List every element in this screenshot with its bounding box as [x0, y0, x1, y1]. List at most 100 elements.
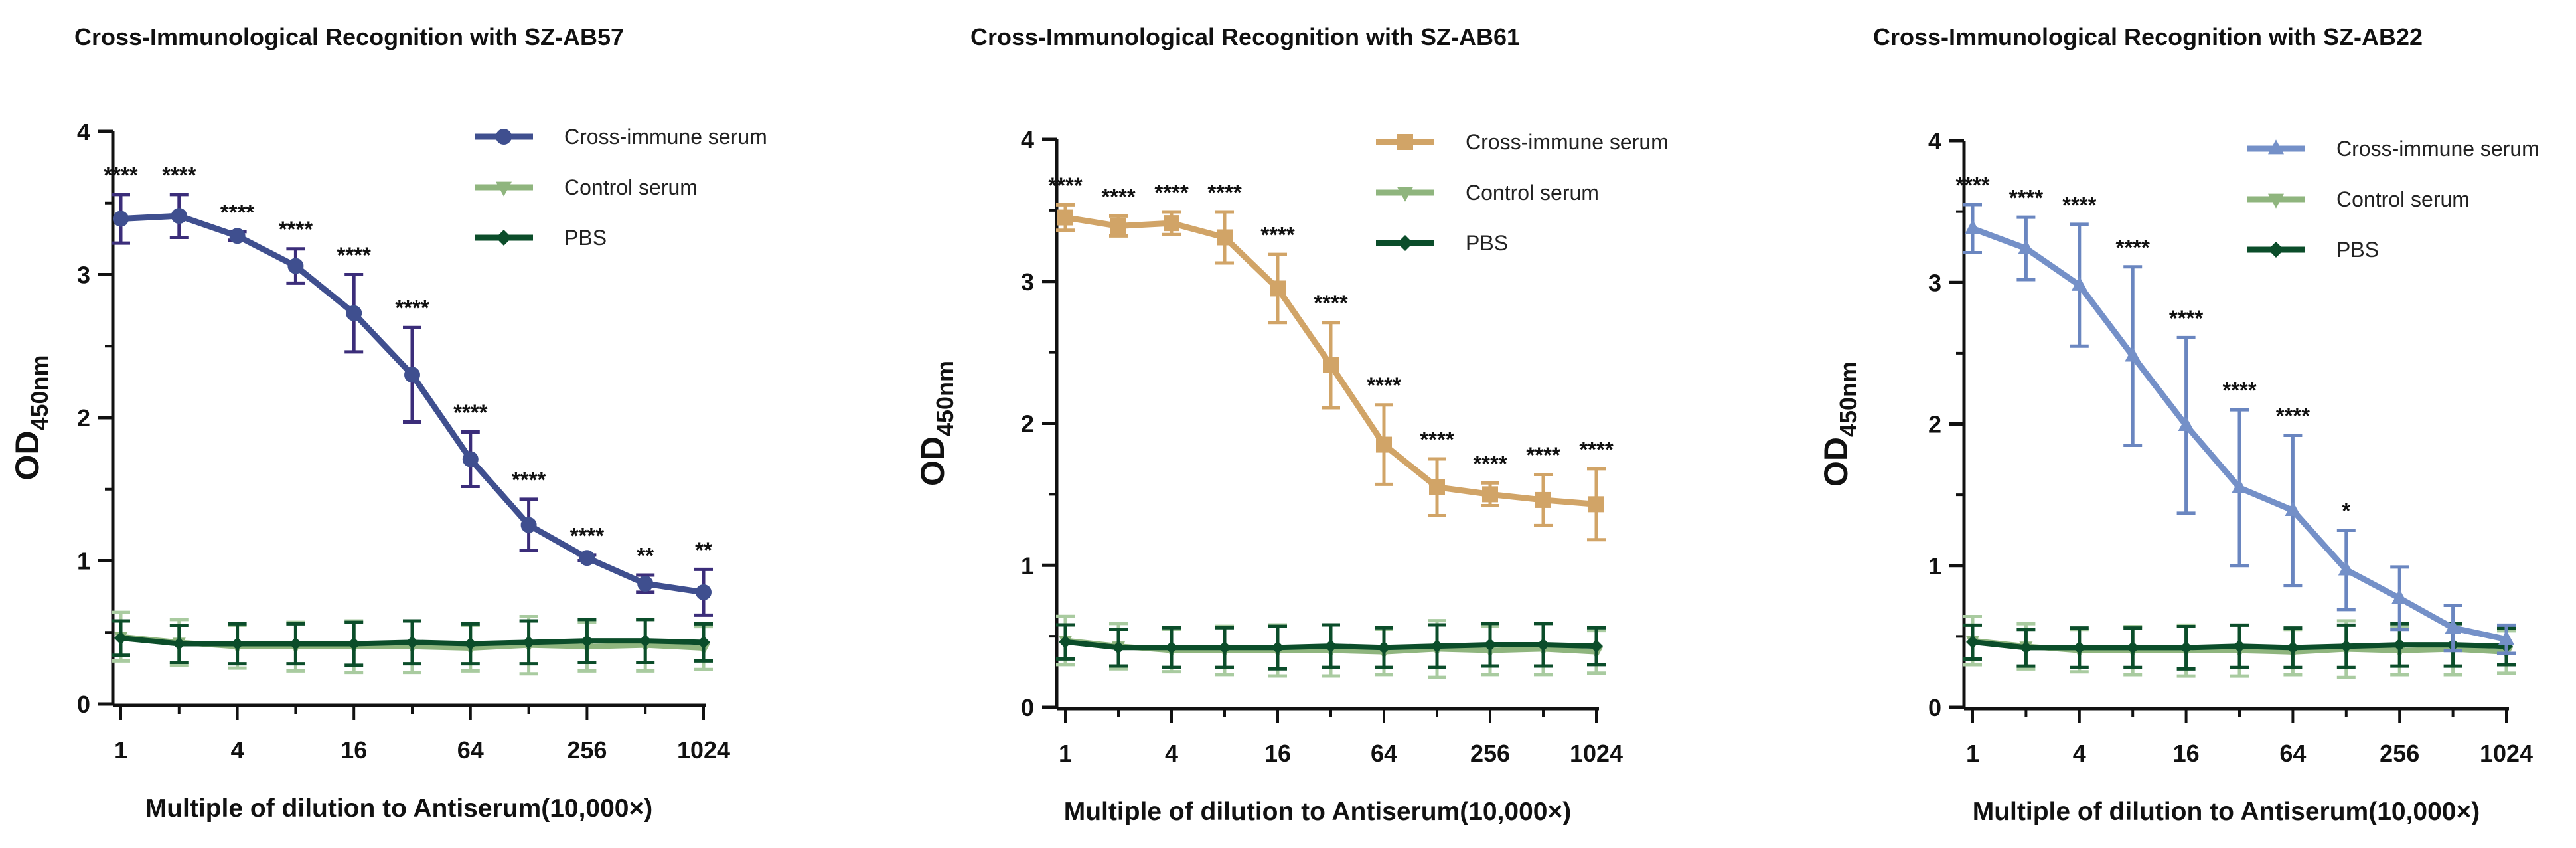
data-point: [347, 637, 361, 651]
series-3: [112, 618, 713, 667]
data-point: [579, 550, 595, 566]
data-point: [1059, 635, 1072, 649]
data-point: [172, 637, 186, 651]
series-1: [1963, 203, 2516, 655]
y-axis-label-main: OD: [914, 436, 951, 486]
y-tick-label: 2: [77, 404, 90, 432]
legend-marker: [1397, 235, 1413, 251]
legend-marker: [1397, 134, 1413, 150]
data-point: [520, 517, 537, 533]
x-tick-label: 4: [2073, 740, 2086, 767]
legend-marker: [2268, 242, 2284, 258]
data-point: [1323, 357, 1339, 373]
x-axis-label: Multiple of dilution to Antiserum(10,000…: [1973, 798, 2480, 826]
significance-label: **: [637, 543, 654, 568]
significance-label: ****: [1154, 180, 1189, 205]
y-tick-label: 2: [1928, 411, 1941, 438]
significance-label: ****: [2222, 378, 2257, 402]
significance-label: ****: [2062, 193, 2097, 217]
data-point: [2339, 639, 2353, 653]
x-tick-label: 4: [1165, 740, 1178, 767]
data-point: [1164, 215, 1179, 232]
data-point: [406, 636, 419, 649]
x-tick-label: 4: [231, 736, 244, 764]
series-3: [1056, 622, 1606, 671]
significance-label: *: [2342, 498, 2350, 523]
legend-label: PBS: [564, 226, 607, 250]
data-point: [1110, 218, 1126, 234]
x-tick-label: 256: [567, 736, 607, 764]
data-point: [1376, 436, 1392, 453]
data-point: [463, 637, 477, 651]
data-point: [114, 631, 127, 645]
data-point: [2232, 478, 2247, 493]
legend-label: Control serum: [2336, 187, 2470, 211]
legend-marker: [496, 230, 512, 246]
series-1: [112, 193, 713, 617]
chart-panel-2: Cross-Immunological Recognition with SZ-…: [914, 23, 1669, 826]
significance-label: ****: [279, 217, 313, 242]
x-tick-label: 64: [1371, 740, 1397, 767]
data-point: [1165, 641, 1178, 655]
legend-marker: [1397, 187, 1413, 202]
y-tick-label: 3: [1928, 269, 1941, 296]
legend-label: PBS: [2336, 238, 2379, 262]
data-point: [1112, 641, 1125, 655]
data-point: [2125, 347, 2141, 362]
y-axis-label-subscript: 450nm: [26, 355, 53, 430]
chart-title: Cross-Immunological Recognition with SZ-…: [74, 23, 624, 50]
data-point: [2338, 560, 2354, 576]
series-3: [1963, 622, 2516, 671]
y-axis-label-subscript: 450nm: [931, 361, 958, 436]
data-point: [1590, 639, 1603, 653]
data-point: [287, 258, 304, 274]
data-point: [2178, 416, 2194, 432]
data-point: [404, 367, 420, 383]
x-tick-label: 1: [1966, 740, 1979, 767]
significance-label: ****: [1314, 291, 1348, 315]
legend-entry-3: PBS: [1376, 231, 1508, 255]
data-point: [2126, 641, 2140, 655]
significance-label: ****: [512, 467, 546, 492]
data-point: [171, 208, 187, 224]
significance-label: ****: [1579, 437, 1614, 462]
series-1: [1056, 203, 1606, 542]
data-point: [2286, 641, 2300, 655]
data-point: [522, 636, 536, 649]
data-point: [697, 636, 710, 649]
data-point: [1270, 280, 1286, 297]
significance-label: ****: [162, 163, 196, 187]
data-point: [1324, 639, 1337, 653]
legend-label: Cross-immune serum: [1466, 130, 1669, 154]
legend-entry-3: PBS: [475, 226, 607, 250]
x-tick-label: 64: [2279, 740, 2306, 767]
x-tick-label: 16: [341, 736, 367, 764]
data-point: [2233, 639, 2246, 653]
significance-label: ****: [570, 523, 605, 548]
data-point: [1271, 641, 1284, 655]
significance-label: ****: [1048, 173, 1083, 197]
data-point: [1218, 641, 1231, 655]
y-tick-label: 4: [77, 118, 90, 145]
y-tick-label: 3: [1021, 268, 1034, 296]
x-tick-label: 256: [1470, 740, 1510, 767]
chart-panel-1: Cross-Immunological Recognition with SZ-…: [9, 23, 767, 823]
legend-entry-3: PBS: [2247, 238, 2379, 262]
significance-label: ****: [104, 163, 138, 187]
significance-label: ****: [2116, 235, 2151, 260]
data-point: [639, 634, 652, 648]
x-tick-label: 1: [114, 736, 127, 764]
data-point: [1429, 479, 1445, 495]
data-point: [1966, 635, 1979, 649]
y-tick-label: 0: [1021, 694, 1034, 721]
data-point: [2285, 501, 2301, 516]
significance-label: ****: [1101, 184, 1136, 209]
x-tick-label: 16: [2173, 740, 2200, 767]
significance-label: ****: [220, 200, 255, 224]
legend-label: Control serum: [1466, 181, 1599, 205]
significance-label: ****: [337, 243, 372, 268]
data-point: [1217, 229, 1233, 246]
legend-entry-2: Control serum: [2247, 187, 2470, 211]
chart-panel-3: Cross-Immunological Recognition with SZ-…: [1817, 23, 2539, 826]
